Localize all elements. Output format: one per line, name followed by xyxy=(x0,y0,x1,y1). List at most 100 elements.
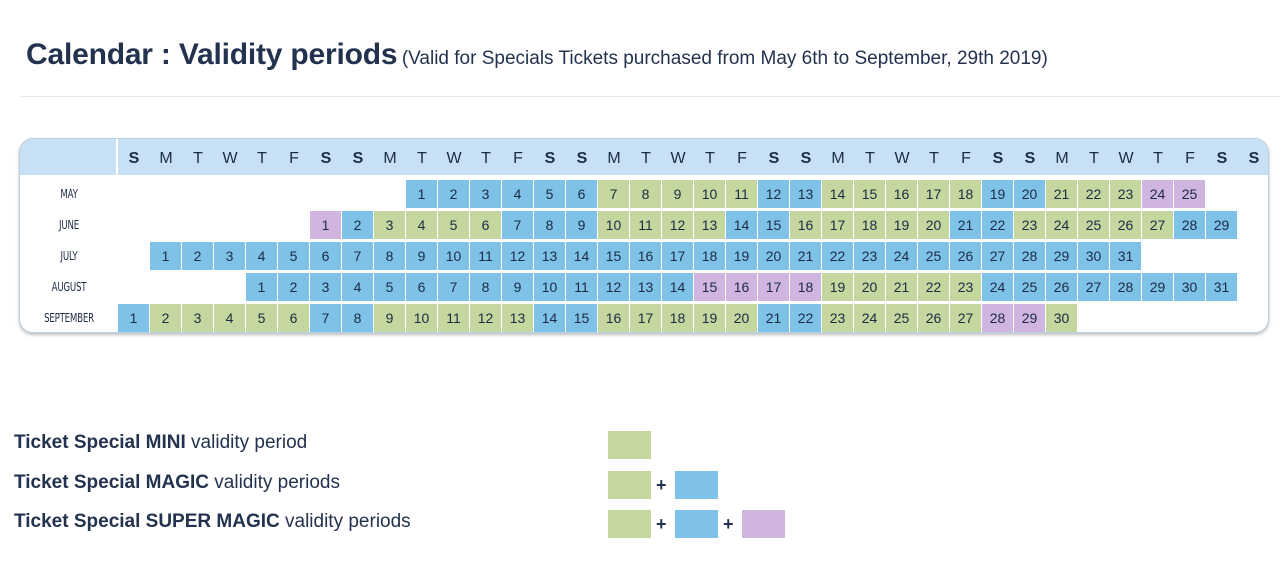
day-cell: 25 xyxy=(1078,211,1109,239)
day-cell: 10 xyxy=(406,304,437,332)
day-cell: 27 xyxy=(1078,273,1109,301)
day-cell: 30 xyxy=(1046,304,1077,332)
day-cell: 17 xyxy=(662,242,693,270)
weekday-label: S xyxy=(128,150,140,167)
day-cell: 26 xyxy=(950,242,981,270)
day-cell: 20 xyxy=(758,242,789,270)
day-cell: 9 xyxy=(374,304,405,332)
weekday-label: S xyxy=(1024,150,1036,167)
day-cell: 5 xyxy=(438,211,469,239)
day-cell: 19 xyxy=(886,211,917,239)
day-cell: 15 xyxy=(854,180,885,208)
day-cell: 13 xyxy=(502,304,533,332)
day-cell: 31 xyxy=(1110,242,1141,270)
day-cell: 12 xyxy=(502,242,533,270)
weekday-label: T xyxy=(481,150,491,167)
day-cell: 6 xyxy=(470,211,501,239)
day-cell: 9 xyxy=(566,211,597,239)
weekday-label: S xyxy=(1216,150,1228,167)
day-cell: 12 xyxy=(758,180,789,208)
day-cell: 14 xyxy=(726,211,757,239)
day-cell: 20 xyxy=(918,211,949,239)
day-cell: 17 xyxy=(918,180,949,208)
legend-description: validity period xyxy=(185,432,308,453)
day-cell: 16 xyxy=(790,211,821,239)
day-cell: 24 xyxy=(886,242,917,270)
day-cell: 11 xyxy=(470,242,501,270)
day-cell: 17 xyxy=(630,304,661,332)
day-cell: 31 xyxy=(1206,273,1237,301)
day-cell: 16 xyxy=(630,242,661,270)
day-cell: 26 xyxy=(1110,211,1141,239)
day-cell: 21 xyxy=(1046,180,1077,208)
weekday-label: M xyxy=(831,150,845,167)
day-cell: 21 xyxy=(758,304,789,332)
day-cell: 3 xyxy=(214,242,245,270)
weekday-label: M xyxy=(159,150,173,167)
day-cell: 9 xyxy=(662,180,693,208)
day-cell: 5 xyxy=(246,304,277,332)
day-cell: 11 xyxy=(630,211,661,239)
day-cell: 4 xyxy=(214,304,245,332)
day-cell: 1 xyxy=(406,180,437,208)
day-cell: 28 xyxy=(1014,242,1045,270)
day-cell: 10 xyxy=(598,211,629,239)
day-cell: 8 xyxy=(470,273,501,301)
day-cell: 13 xyxy=(694,211,725,239)
day-cell: 29 xyxy=(1142,273,1173,301)
day-cell: 30 xyxy=(1174,273,1205,301)
day-cell: 20 xyxy=(1014,180,1045,208)
day-cell: 2 xyxy=(438,180,469,208)
weekday-label: F xyxy=(1185,150,1195,167)
day-cell: 8 xyxy=(630,180,661,208)
day-cell: 6 xyxy=(278,304,309,332)
month-label: JUNE xyxy=(59,218,79,232)
legend-description: validity periods xyxy=(279,511,411,532)
day-cell: 18 xyxy=(662,304,693,332)
day-cell: 9 xyxy=(502,273,533,301)
day-cell: 23 xyxy=(1014,211,1045,239)
day-cell: 3 xyxy=(310,273,341,301)
day-cell: 4 xyxy=(406,211,437,239)
weekday-label: S xyxy=(320,150,332,167)
legend-ticket-name: Ticket Special SUPER MAGIC xyxy=(14,511,280,532)
day-cell: 28 xyxy=(982,304,1013,332)
legend-swatch-green xyxy=(608,510,651,538)
weekday-label: S xyxy=(544,150,556,167)
day-cell: 29 xyxy=(1014,304,1045,332)
day-cell: 15 xyxy=(694,273,725,301)
day-cell: 6 xyxy=(406,273,437,301)
day-cell: 1 xyxy=(246,273,277,301)
legend-swatch-green xyxy=(608,431,651,459)
weekday-label: T xyxy=(705,150,715,167)
day-cell: 4 xyxy=(502,180,533,208)
day-cell: 20 xyxy=(726,304,757,332)
day-cell: 22 xyxy=(790,304,821,332)
day-cell: 22 xyxy=(1078,180,1109,208)
day-cell: 2 xyxy=(150,304,181,332)
day-cell: 24 xyxy=(982,273,1013,301)
day-cell: 7 xyxy=(598,180,629,208)
legend-description: validity periods xyxy=(209,472,340,493)
day-cell: 26 xyxy=(1046,273,1077,301)
day-cell: 15 xyxy=(566,304,597,332)
day-cell: 14 xyxy=(822,180,853,208)
day-cell: 19 xyxy=(694,304,725,332)
day-cell: 2 xyxy=(342,211,373,239)
legend-row: Ticket Special MINI validity period xyxy=(14,432,307,454)
day-cell: 5 xyxy=(534,180,565,208)
day-cell: 18 xyxy=(854,211,885,239)
day-cell: 23 xyxy=(1110,180,1141,208)
weekday-label: S xyxy=(1248,150,1260,167)
validity-calendar: S M T W T F S S M T W T F S S M T W T F S S M T W T F S S M T W T F S S MAY… xyxy=(19,138,1269,333)
weekday-label: S xyxy=(992,150,1004,167)
weekday-label: T xyxy=(193,150,203,167)
day-cell: 19 xyxy=(982,180,1013,208)
day-cell: 5 xyxy=(374,273,405,301)
legend-row: Ticket Special SUPER MAGIC validity peri… xyxy=(14,511,411,533)
weekday-label: F xyxy=(513,150,523,167)
day-cell: 18 xyxy=(950,180,981,208)
day-cell: 12 xyxy=(598,273,629,301)
weekday-label: M xyxy=(1055,150,1069,167)
page-subtitle: (Valid for Specials Tickets purchased fr… xyxy=(401,48,1048,69)
